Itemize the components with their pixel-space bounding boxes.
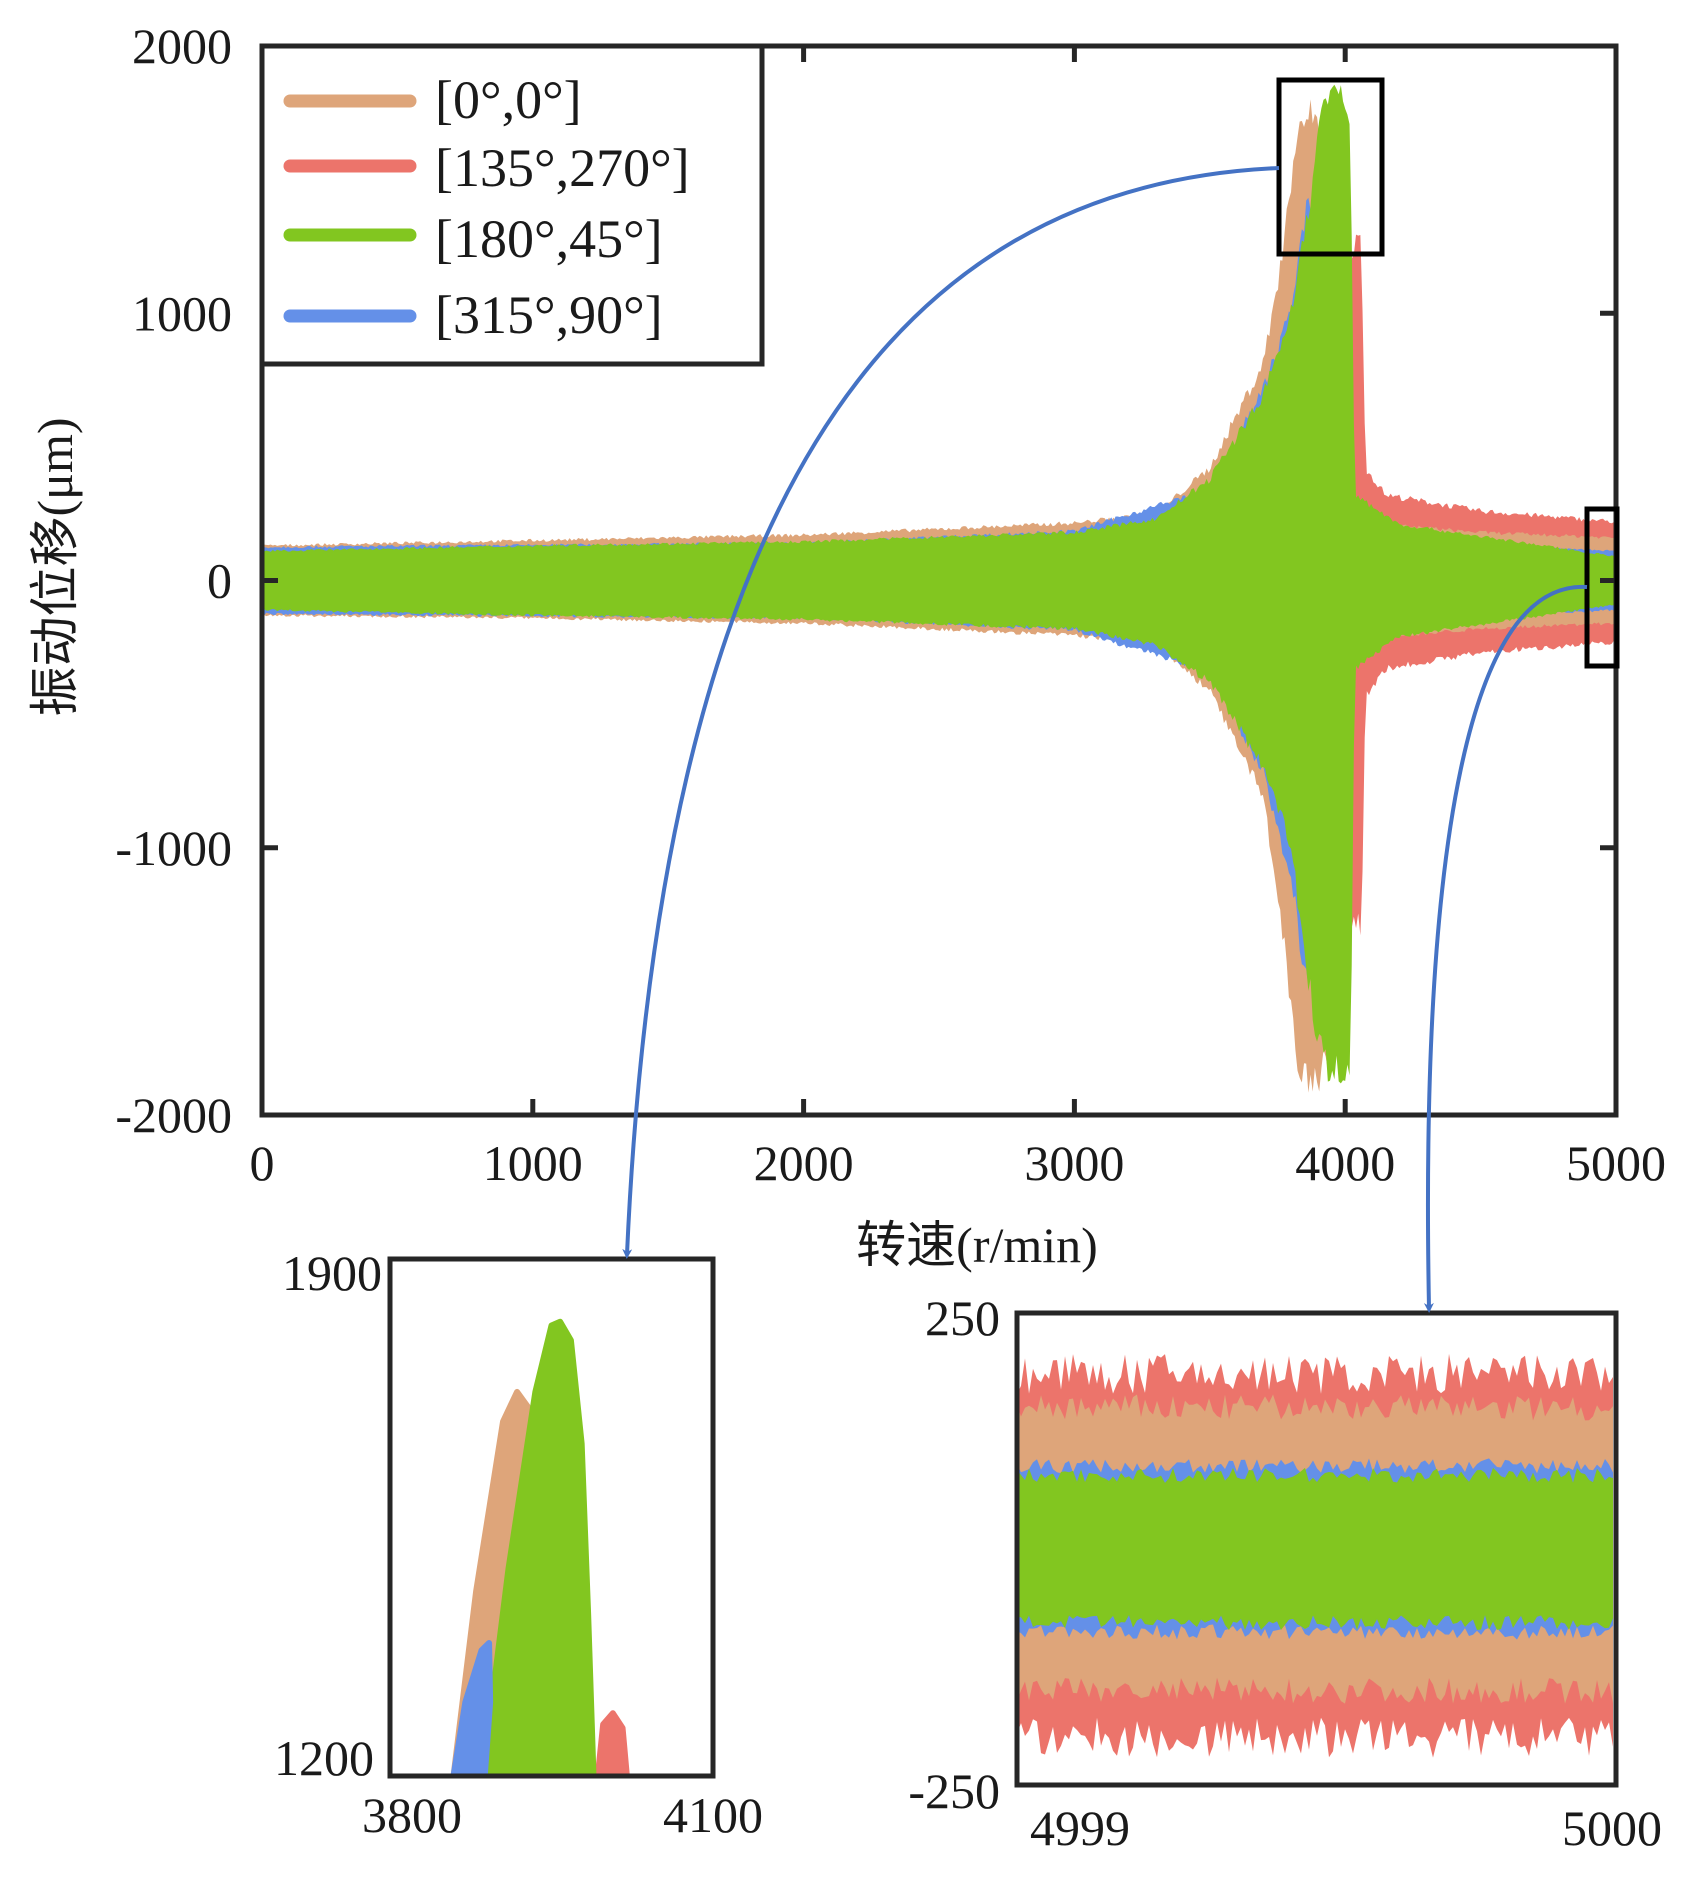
x-tick-label: 2000 (754, 1135, 854, 1191)
inset-high-speed-xtick: 4999 (1030, 1800, 1130, 1856)
inset-peak-frame (387, 1256, 716, 1779)
inset-high-speed-frame (1014, 1310, 1619, 1788)
x-tick-label: 0 (250, 1135, 275, 1191)
y-tick-label: 1000 (132, 285, 232, 341)
zoom-box-high-speed (1584, 506, 1620, 669)
inset-peak-area-1 (594, 1710, 630, 1776)
inset-peak-series (450, 1318, 630, 1776)
y-tick-label: -2000 (115, 1087, 232, 1143)
inset-high-speed-ytick: -250 (908, 1763, 1000, 1819)
legend-label: [315°,90°] (435, 285, 663, 345)
legend: [0°,0°] [135°,270°] [180°,45°] [315°,90°… (259, 43, 765, 367)
legend-item: [315°,90°] (283, 285, 663, 345)
x-axis-label: 转速(r/min) (856, 1217, 1098, 1273)
y-tick-label: 2000 (132, 18, 232, 74)
main-plot-series (262, 84, 1616, 1093)
y-axis-label: 振动位移(μm) (27, 418, 83, 717)
y-tick-label: 0 (207, 553, 232, 609)
legend-label: [0°,0°] (435, 70, 582, 130)
inset-peak-xtick: 4100 (663, 1787, 763, 1843)
x-tick-label: 5000 (1566, 1135, 1666, 1191)
main-axes: 0 1000 2000 3000 4000 5000 2000 1000 0 -1000 -2000 (115, 18, 1666, 1191)
x-tick-label: 1000 (483, 1135, 583, 1191)
legend-label: [135°,270°] (435, 138, 690, 198)
legend-label: [180°,45°] (435, 209, 663, 269)
legend-item: [135°,270°] (283, 138, 690, 198)
inset-high-speed-band-3 (1017, 1467, 1613, 1631)
inset-peak-area-2 (479, 1318, 597, 1776)
series-envelope-3 (262, 84, 1616, 1084)
inset-peak-xtick: 3800 (362, 1787, 462, 1843)
zoom-arrow-high-speed (1423, 584, 1588, 1313)
legend-item: [0°,0°] (283, 70, 582, 130)
x-tick-label: 3000 (1024, 1135, 1124, 1191)
inset-high-speed-ytick: 250 (925, 1290, 1000, 1346)
zoom-arrow-peak (622, 166, 1280, 1259)
y-tick-label: -1000 (115, 820, 232, 876)
legend-item: [180°,45°] (283, 209, 663, 269)
inset-high-speed-xtick: 5000 (1562, 1800, 1662, 1856)
inset-peak-area-3 (450, 1640, 494, 1776)
x-tick-label: 4000 (1295, 1135, 1395, 1191)
inset-high-speed-series (1017, 1353, 1613, 1758)
inset-peak-ytick: 1900 (282, 1245, 382, 1301)
zoom-box-peak (1276, 77, 1385, 257)
inset-peak-ytick: 1200 (274, 1730, 374, 1786)
